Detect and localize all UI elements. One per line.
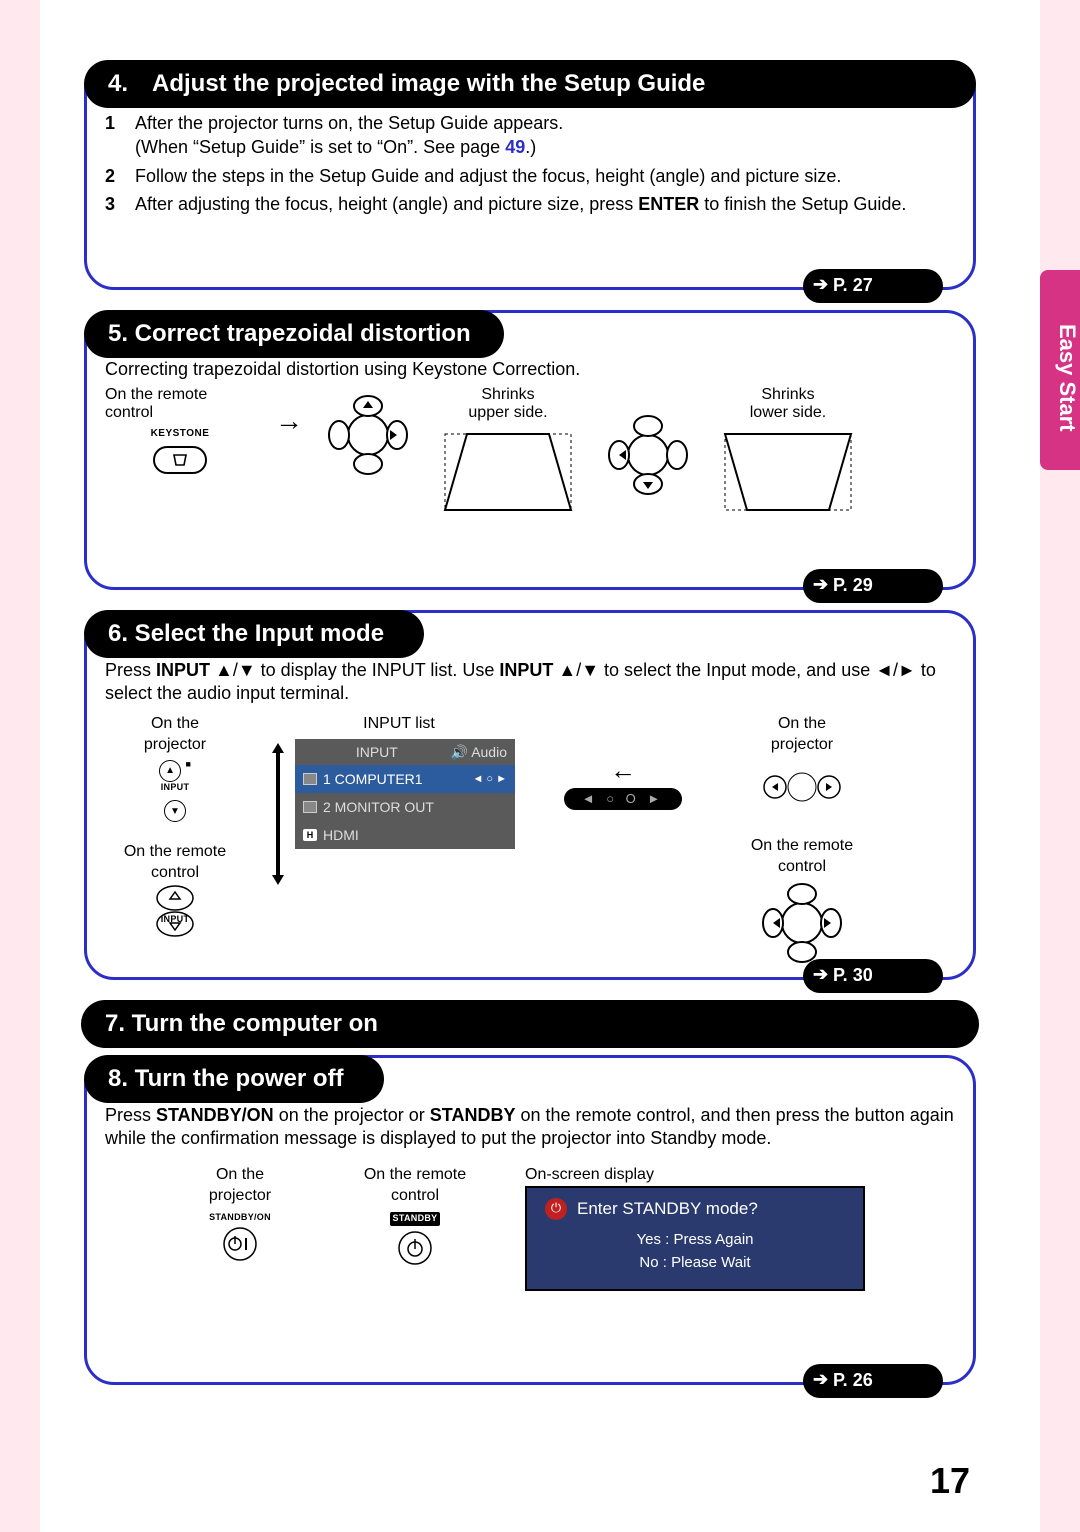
updown-arrow-icon xyxy=(269,739,287,889)
label-on-remote: On the remote control xyxy=(105,386,255,422)
section-6-intro: Press INPUT ▲/▼ to display the INPUT lis… xyxy=(105,659,955,706)
input-hdr-left: INPUT xyxy=(303,743,451,761)
dpad-icon xyxy=(603,410,693,500)
standby-on-label: STANDBY/ON xyxy=(175,1212,305,1224)
section-8: 8. Turn the power off Press STANDBY/ON o… xyxy=(84,1055,976,1385)
dialog-question: Enter STANDBY mode? xyxy=(577,1198,758,1220)
section-6-title: 6. Select the Input mode xyxy=(84,610,424,658)
label-shrinks-lower: Shrinks lower side. xyxy=(713,386,863,422)
dpad-icon xyxy=(757,878,847,968)
pager-indicator: ◄ ○ O ► xyxy=(564,788,683,811)
step-3: 3 After adjusting the focus, height (ang… xyxy=(105,192,955,216)
label-on-projector: On the projector xyxy=(105,714,245,756)
keystone-button-icon xyxy=(150,443,210,477)
dpad-icon xyxy=(323,390,413,480)
input-rocker-icon xyxy=(150,884,200,938)
monitor-icon xyxy=(303,801,317,813)
page-ref-30[interactable]: P. 30 xyxy=(803,959,943,993)
label-on-projector: On the projector xyxy=(717,714,887,756)
page-ref-29[interactable]: P. 29 xyxy=(803,569,943,603)
monitor-icon xyxy=(303,773,317,785)
side-tab-easy-start: Easy Start xyxy=(1040,270,1080,470)
keystone-label: KEYSTONE xyxy=(105,428,255,439)
label-on-remote: On the remote control xyxy=(105,842,245,884)
input-label-tiny: INPUT xyxy=(105,782,245,794)
standby-dialog: ⏻ Enter STANDBY mode? Yes : Press Again … xyxy=(525,1186,865,1291)
hdmi-icon: H xyxy=(303,829,317,841)
page-number: 17 xyxy=(930,1460,970,1502)
step-1: 1 After the projector turns on, the Setu… xyxy=(105,111,955,160)
power-button-icon xyxy=(395,1228,435,1268)
page-ref-26[interactable]: P. 26 xyxy=(803,1364,943,1398)
page-link-49[interactable]: 49 xyxy=(505,137,525,157)
page-ref-27[interactable]: P. 27 xyxy=(803,269,943,303)
trapezoid-lower-icon xyxy=(713,426,863,536)
lr-buttons-icon xyxy=(757,755,847,819)
label-on-remote: On the remote control xyxy=(717,836,887,878)
arrow-left-icon: ← xyxy=(610,755,636,785)
manual-page: 4. Adjust the projected image with the S… xyxy=(40,0,1040,1532)
trapezoid-upper-icon xyxy=(433,426,583,536)
section-4: 4. Adjust the projected image with the S… xyxy=(84,60,976,290)
section-7-title: 7. Turn the computer on xyxy=(81,1000,979,1048)
input-row: H HDMI xyxy=(295,821,515,849)
section-5: 5. Correct trapezoidal distortion Correc… xyxy=(84,310,976,590)
power-icon: ⏻ xyxy=(545,1198,567,1220)
input-row-selected: 1 COMPUTER1 ◄ ○ ► xyxy=(295,765,515,793)
section-8-intro: Press STANDBY/ON on the projector or STA… xyxy=(105,1104,955,1151)
section-4-title: 4. Adjust the projected image with the S… xyxy=(84,60,976,108)
section-5-title: 5. Correct trapezoidal distortion xyxy=(84,310,504,358)
step-2: 2 Follow the steps in the Setup Guide an… xyxy=(105,164,955,188)
input-list-panel: INPUT 🔊 Audio 1 COMPUTER1 ◄ ○ ► 2 MONITO… xyxy=(295,739,515,850)
input-row: 2 MONITOR OUT xyxy=(295,793,515,821)
arrow-right-icon: → xyxy=(275,386,303,456)
label-shrinks-upper: Shrinks upper side. xyxy=(433,386,583,422)
dialog-no: No : Please Wait xyxy=(527,1251,863,1275)
section-8-title: 8. Turn the power off xyxy=(84,1055,384,1103)
label-input-list: INPUT list xyxy=(269,714,529,735)
dialog-yes: Yes : Press Again xyxy=(527,1228,863,1252)
section-6: 6. Select the Input mode Press INPUT ▲/▼… xyxy=(84,610,976,980)
power-button-icon xyxy=(220,1224,260,1264)
label-on-remote: On the remote control xyxy=(345,1165,485,1207)
section-5-intro: Correcting trapezoidal distortion using … xyxy=(105,359,955,380)
standby-label: STANDBY xyxy=(390,1212,441,1226)
label-osd: On-screen display xyxy=(525,1165,885,1186)
label-on-projector: On the projector xyxy=(175,1165,305,1207)
